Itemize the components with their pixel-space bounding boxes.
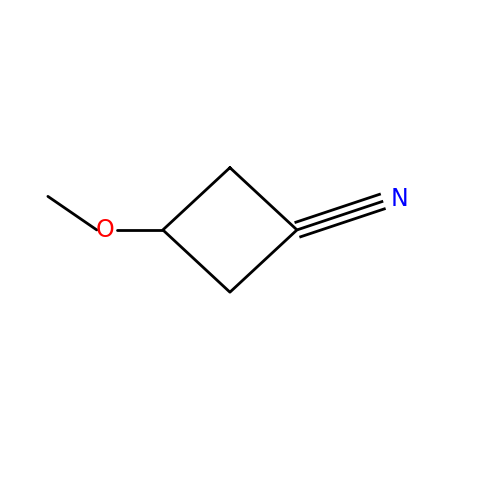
Text: O: O (96, 218, 115, 242)
Text: N: N (390, 187, 408, 211)
